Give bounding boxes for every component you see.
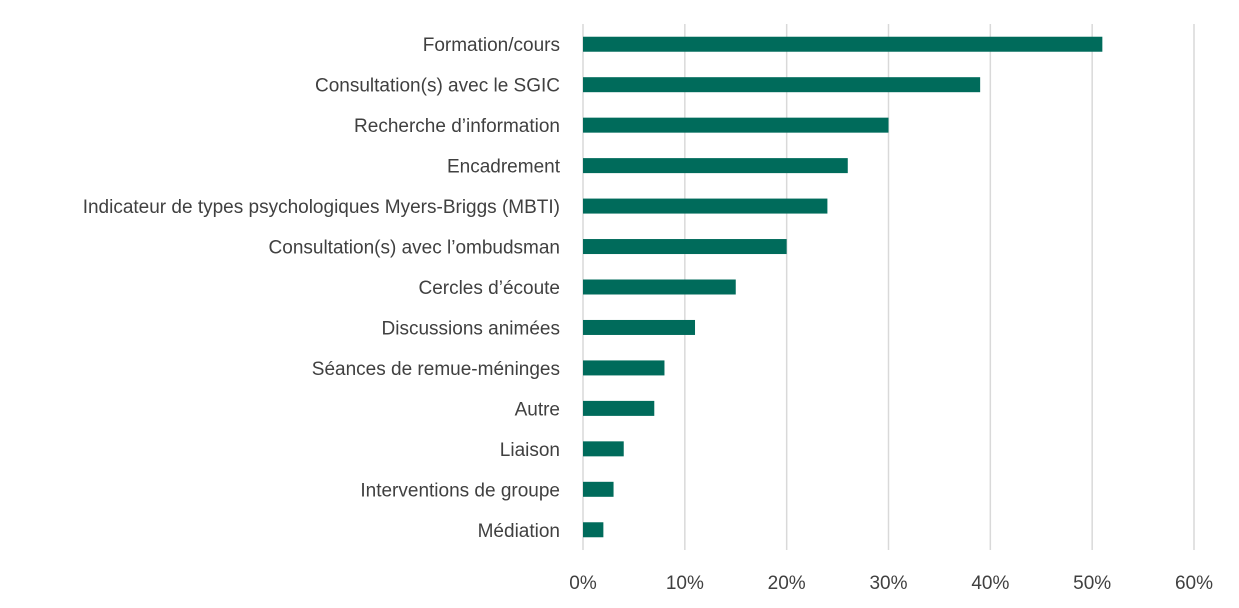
category-label: Séances de remue-méninges bbox=[312, 359, 560, 380]
x-tick-label: 60% bbox=[1175, 573, 1213, 594]
category-label: Consultation(s) avec le SGIC bbox=[315, 76, 560, 97]
x-tick-label: 50% bbox=[1073, 573, 1111, 594]
bar bbox=[583, 198, 828, 214]
category-label: Formation/cours bbox=[423, 35, 560, 56]
bar bbox=[583, 279, 736, 295]
x-tick-label: 10% bbox=[666, 573, 704, 594]
x-tick-label: 40% bbox=[971, 573, 1009, 594]
x-tick-label: 20% bbox=[768, 573, 806, 594]
category-label: Discussions animées bbox=[382, 318, 560, 339]
category-label: Recherche d’information bbox=[354, 116, 560, 137]
category-label: Médiation bbox=[478, 521, 560, 542]
bar bbox=[583, 319, 696, 335]
category-label: Consultation(s) avec l’ombudsman bbox=[269, 238, 560, 259]
category-label: Liaison bbox=[500, 440, 560, 461]
category-label: Interventions de groupe bbox=[360, 480, 560, 501]
gridlines bbox=[582, 24, 1195, 550]
bar bbox=[583, 77, 981, 93]
x-tick-label: 0% bbox=[569, 573, 597, 594]
bar bbox=[583, 360, 665, 376]
category-label: Autre bbox=[515, 399, 560, 420]
bar bbox=[583, 36, 1103, 52]
category-label: Encadrement bbox=[447, 157, 561, 178]
category-label: Cercles d’écoute bbox=[418, 278, 560, 299]
x-axis-tick-labels: 0% 10% 20% 30% 40% 50% 60% bbox=[569, 573, 1213, 594]
x-tick-label: 30% bbox=[869, 573, 907, 594]
bar bbox=[583, 239, 787, 255]
bar bbox=[583, 117, 889, 133]
bars bbox=[583, 36, 1103, 538]
bar bbox=[583, 522, 604, 538]
category-labels: Formation/cours Consultation(s) avec le S… bbox=[83, 35, 561, 542]
bar bbox=[583, 441, 624, 457]
bar bbox=[583, 400, 655, 416]
bar bbox=[583, 481, 614, 497]
bar bbox=[583, 158, 848, 174]
category-label: Indicateur de types psychologiques Myers… bbox=[83, 197, 560, 218]
